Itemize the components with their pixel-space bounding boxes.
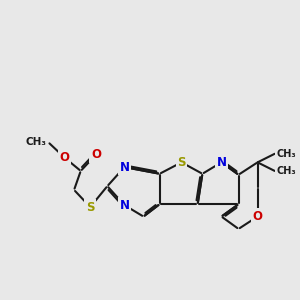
Text: CH₃: CH₃: [276, 166, 296, 176]
Text: S: S: [177, 156, 186, 169]
Text: S: S: [86, 200, 94, 214]
Text: O: O: [253, 210, 262, 223]
Text: O: O: [60, 151, 70, 164]
Text: N: N: [119, 160, 130, 174]
Text: N: N: [119, 199, 130, 212]
Text: N: N: [216, 156, 226, 169]
Text: CH₃: CH₃: [276, 149, 296, 159]
Text: O: O: [91, 148, 101, 161]
Text: CH₃: CH₃: [26, 137, 47, 147]
